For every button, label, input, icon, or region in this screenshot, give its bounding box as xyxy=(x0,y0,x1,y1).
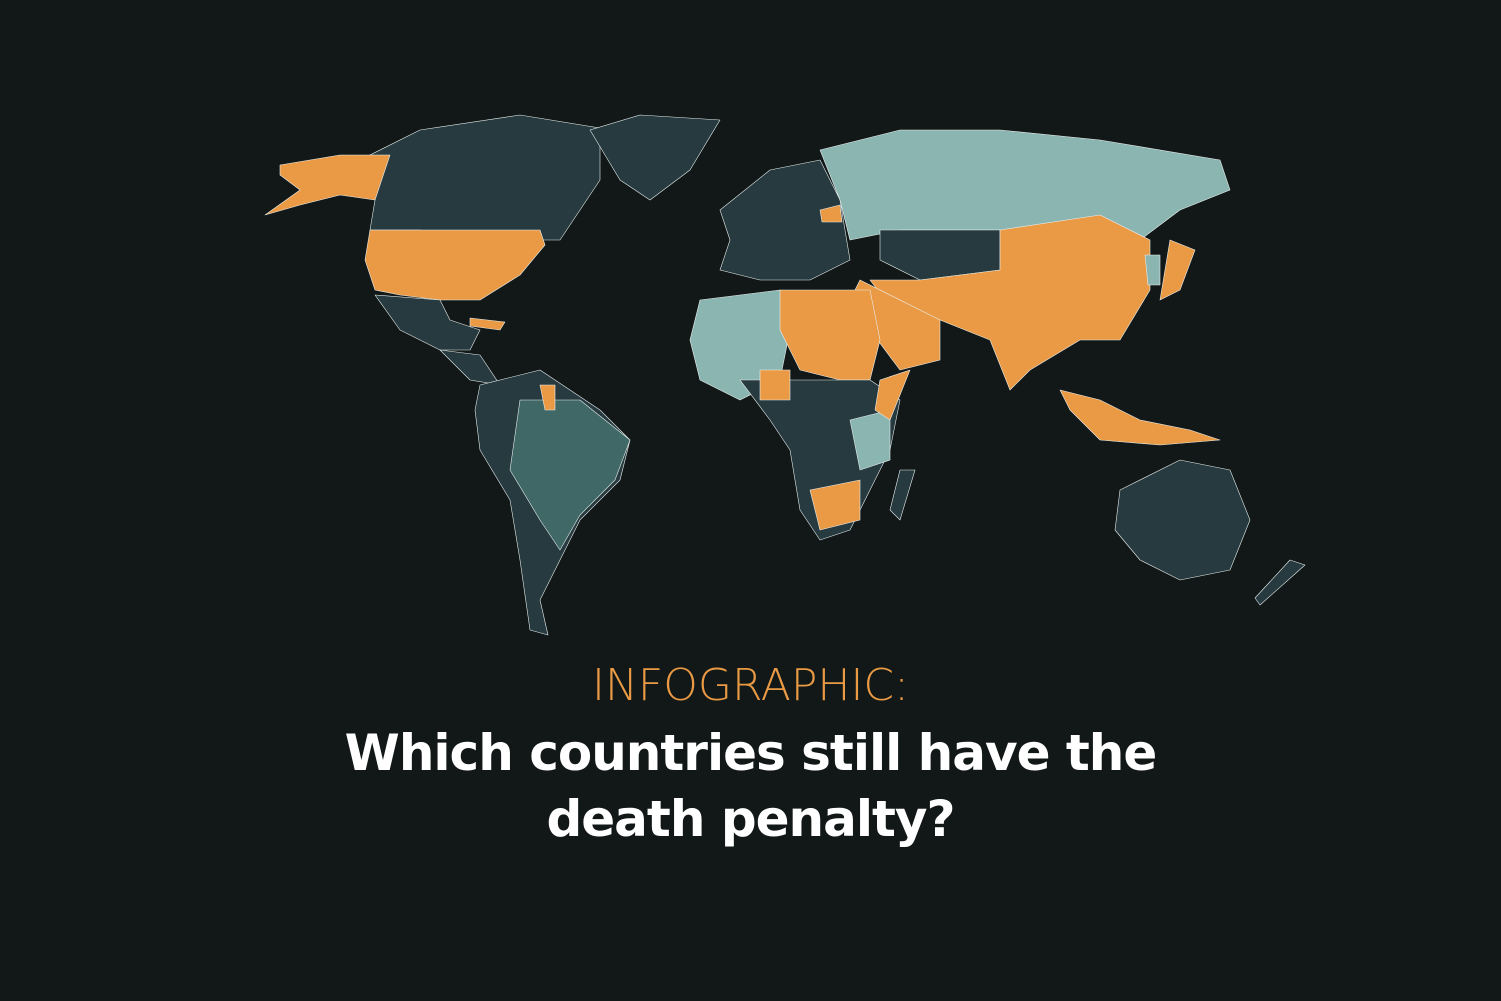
region-southern-africa xyxy=(809,479,861,531)
title-line-2: death penalty? xyxy=(546,790,955,848)
region-australia xyxy=(1114,459,1251,581)
kicker-label: INFOGRAPHIC: xyxy=(592,660,909,711)
region-mexico xyxy=(374,294,481,351)
region-se-asia xyxy=(1059,389,1221,446)
region-new-zealand xyxy=(1254,559,1306,606)
region-brazil xyxy=(509,399,631,551)
region-east-africa xyxy=(849,409,891,471)
region-north-africa-east xyxy=(779,289,881,381)
region-korea xyxy=(1144,254,1161,286)
region-central-america xyxy=(439,349,501,386)
region-somalia xyxy=(874,369,911,421)
region-guyana xyxy=(539,384,556,411)
region-cuba xyxy=(469,317,506,331)
region-europe xyxy=(719,159,851,281)
title-line-1: Which countries still have the xyxy=(344,724,1158,782)
region-canada xyxy=(359,114,601,241)
region-japan xyxy=(1159,239,1196,301)
region-usa xyxy=(364,229,546,301)
region-greenland xyxy=(589,114,721,201)
page-title: Which countries still have the death pen… xyxy=(0,720,1501,852)
region-nigeria xyxy=(759,369,791,401)
region-russia xyxy=(819,129,1231,241)
region-alaska xyxy=(264,154,391,216)
region-madagascar xyxy=(889,469,916,521)
region-belarus xyxy=(819,204,843,223)
world-map xyxy=(264,114,1306,636)
